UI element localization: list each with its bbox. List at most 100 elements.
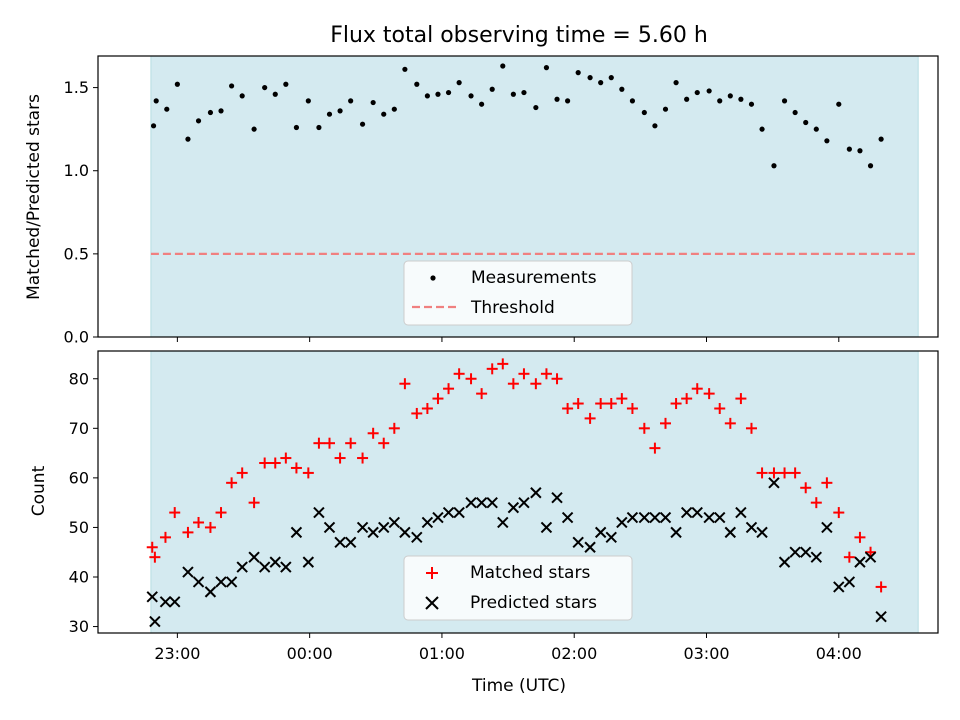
measurement-point [207,109,214,116]
matched-star-point [681,393,693,405]
matched-star-point [367,427,379,439]
predicted-star-point [432,511,444,524]
x-tick-label: 04:00 [816,644,862,663]
predicted-star-point [833,581,845,593]
predicted-star-point [821,521,833,534]
y-tick-label: 80 [69,369,89,388]
predicted-star-point [236,561,248,573]
matched-star-point [411,407,423,419]
predicted-star-point [146,591,158,603]
measurement-point [305,98,311,104]
predicted-star-point [258,561,271,573]
matched-star-point [724,417,736,429]
predicted-star-point [248,551,260,563]
measurement-point [218,108,224,114]
predicted-star-point [442,506,455,519]
predicted-star-point [551,491,563,504]
predicted-star-point [572,536,584,549]
measurement-point [684,96,690,102]
measurement-point [792,109,798,116]
legend-matched-label: Matched stars [470,563,590,583]
measurement-point [543,65,550,71]
matched-star-point [334,452,346,464]
measurement-point [150,123,157,129]
measurement-point [262,84,268,91]
measurement-point [164,106,170,112]
measurement-point [608,75,614,81]
measurement-point [381,111,387,117]
predicted-star-point [540,521,553,534]
legend-box [403,555,633,621]
x-tick-label: 23:00 [154,644,200,663]
measurement-point [867,163,874,169]
legend-box [403,260,633,326]
measurement-point [239,93,245,99]
measurement-point [402,66,408,72]
matched-star-point [323,437,335,449]
predicted-star-point [388,516,401,529]
measurement-point [824,138,830,144]
matched-star-point [540,368,552,380]
matched-star-point [269,457,281,469]
measurement-point [857,148,863,154]
predicted-star-point [800,546,812,558]
matched-star-point [236,467,248,479]
y-tick-label: 0.5 [64,244,89,263]
predicted-star-point [344,536,357,549]
predicted-star-point [465,496,477,509]
bottom-legend: Matched stars Predicted stars [403,555,633,621]
predicted-star-point [378,521,390,534]
matched-star-point [259,457,271,469]
predicted-star-point [875,610,887,623]
measurement-point [554,96,560,102]
predicted-star-point [182,566,194,578]
matched-star-point [215,507,227,519]
predicted-star-point [204,586,217,598]
predicted-star-point [169,596,181,608]
measurement-point [565,98,571,104]
measurement-point [748,101,755,107]
measurement-point [738,96,744,102]
measurement-point [370,99,376,106]
measurement-point [435,91,441,97]
measurement-point [641,109,647,116]
matched-star-point [497,358,509,370]
matched-star-point [670,398,682,410]
predicted-star-point [561,511,574,524]
axes-frame [97,350,939,634]
y-tick-label: 30 [69,617,89,636]
matched-star-point [443,383,455,395]
predicted-star-point [225,576,238,588]
y-tick-label: 0.0 [64,328,89,347]
measurement-point [878,136,884,142]
y-tick-label: 1.0 [64,161,89,180]
top-y-axis-label: Matched/Predicted stars [24,94,44,300]
predicted-star-point [269,556,281,568]
measurement-point [456,80,462,86]
predicted-star-point [778,556,791,568]
measurement-point [813,126,819,132]
predicted-star-point [810,551,823,563]
matched-star-point [659,417,671,429]
predicted-star-point [159,596,172,608]
x-axis-label: Time (UTC) [471,676,566,696]
matched-star-point [421,402,433,414]
predicted-star-point [507,501,520,514]
predicted-star-point [605,531,617,544]
matched-star-point [605,398,617,410]
y-tick-label: 1.5 [64,78,89,97]
measurement-point [717,98,723,104]
predicted-star-point [854,556,866,568]
matched-star-point [169,507,181,519]
measurement-point [500,63,506,69]
measurement-point [185,136,191,142]
chart-title: Flux total observing time = 5.60 h [330,23,708,48]
y-tick-label: 50 [69,518,89,537]
measurement-point [153,98,159,104]
predicted-star-point [638,511,651,524]
measurement-point [836,101,842,107]
matched-star-point [714,402,726,414]
matched-star-point [280,452,292,464]
measurement-point [272,91,278,97]
